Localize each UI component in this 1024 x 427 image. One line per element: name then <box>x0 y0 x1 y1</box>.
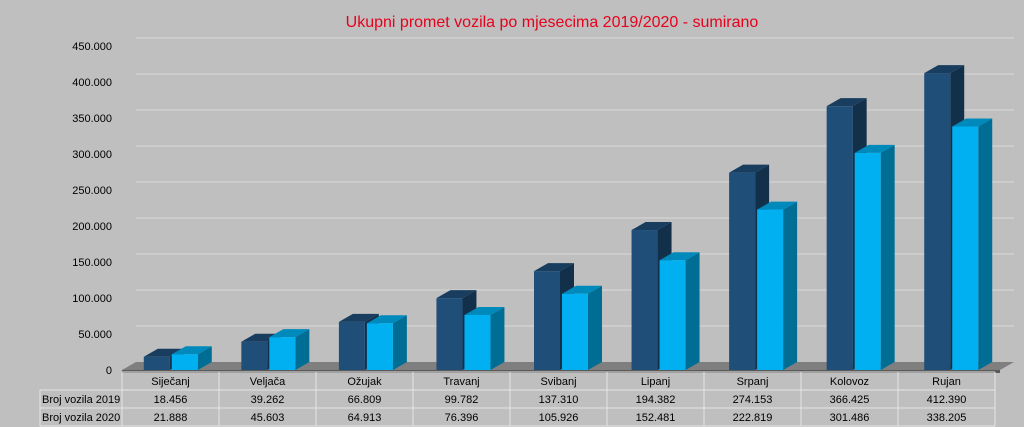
bar-top <box>241 333 282 342</box>
bar-top <box>534 263 574 272</box>
y-tick-label: 0 <box>106 365 112 377</box>
bar-top <box>366 315 407 324</box>
series-name: Broj vozila 2019 <box>42 394 120 406</box>
bar-top <box>854 144 895 153</box>
y-tick-label: 150.000 <box>72 257 112 269</box>
bar-2020 <box>366 315 407 370</box>
bar-top <box>631 222 672 231</box>
bar-top <box>924 65 965 74</box>
bar-2020 <box>854 144 895 370</box>
chart-title: Ukupni promet vozila po mjesecima 2019/2… <box>346 14 759 31</box>
bar-2020 <box>562 285 602 370</box>
data-label: 366.425 <box>830 394 870 406</box>
data-label: 338.205 <box>927 412 967 424</box>
bar-front <box>854 152 881 370</box>
bar-top <box>464 306 505 315</box>
data-label: 21.888 <box>154 412 188 424</box>
bar-front <box>366 323 393 370</box>
category-label: Lipanj <box>641 376 670 388</box>
data-label: 39.262 <box>251 394 285 406</box>
bar-side <box>685 252 700 370</box>
series-name: Broj vozila 2020 <box>42 412 120 424</box>
bar-2020 <box>952 118 993 370</box>
bars <box>143 65 993 371</box>
gridlines <box>136 37 1014 327</box>
bar-front <box>269 337 296 370</box>
y-tick-label: 50.000 <box>78 329 112 341</box>
category-label: Ožujak <box>347 376 382 388</box>
category-label: Rujan <box>932 376 961 388</box>
bar-top <box>757 201 798 210</box>
data-label: 222.819 <box>733 412 773 424</box>
y-tick-label: 450.000 <box>72 41 112 53</box>
bar-side <box>392 315 407 370</box>
bar-top <box>338 313 379 322</box>
data-label: 137.310 <box>539 394 579 406</box>
data-label: 301.486 <box>830 412 870 424</box>
y-axis: 0 50.000 100.000 150.000 200.000 250.000 300.0… <box>72 41 112 377</box>
bar-2020 <box>757 201 798 370</box>
y-tick-label: 400.000 <box>72 77 112 89</box>
bar-front <box>338 321 365 370</box>
bar-2020 <box>269 329 310 370</box>
data-label: 76.396 <box>445 412 479 424</box>
bar-front <box>464 314 491 370</box>
category-label: Veljača <box>250 376 286 388</box>
data-label: 66.809 <box>348 394 382 406</box>
bar-front <box>562 293 588 370</box>
bar-side <box>978 118 993 370</box>
bar-front <box>659 260 686 370</box>
data-label: 105.926 <box>539 412 579 424</box>
data-label: 274.153 <box>733 394 773 406</box>
bar-front <box>241 341 268 370</box>
bar-front <box>924 73 951 371</box>
bar-front <box>436 298 463 370</box>
bar-front <box>757 209 784 370</box>
bar-side <box>197 346 212 370</box>
category-label: Travanj <box>443 376 479 388</box>
bar-top <box>729 164 770 173</box>
bar-front <box>631 230 658 370</box>
bar-2020 <box>659 252 700 370</box>
bar-side <box>783 201 798 370</box>
data-label: 45.603 <box>251 412 285 424</box>
bar-side <box>880 144 895 370</box>
bar-top <box>269 329 310 338</box>
data-label: 64.913 <box>348 412 382 424</box>
bar-front <box>534 271 560 370</box>
bar-side <box>588 285 602 370</box>
bar-top <box>171 346 212 355</box>
data-label: 18.456 <box>154 394 188 406</box>
bar-front <box>143 356 170 370</box>
bar-front <box>826 106 853 370</box>
y-tick-label: 350.000 <box>72 113 112 125</box>
bar-top <box>659 252 700 261</box>
data-table: Siječanj Veljača Ožujak Travanj Svibanj Lipan… <box>39 371 996 427</box>
bar-top <box>562 285 602 294</box>
bar-2020 <box>464 306 505 370</box>
bar-top <box>826 98 867 107</box>
y-tick-label: 100.000 <box>72 293 112 305</box>
data-label: 412.390 <box>927 394 967 406</box>
bar-2020 <box>171 346 212 370</box>
bar-top <box>436 290 477 299</box>
category-label: Kolovoz <box>830 376 869 388</box>
bar-side <box>490 306 505 370</box>
bar-side <box>295 329 310 370</box>
bar-top <box>952 118 993 127</box>
category-label: Svibanj <box>540 376 576 388</box>
data-label: 99.782 <box>445 394 479 406</box>
y-tick-label: 300.000 <box>72 149 112 161</box>
y-tick-label: 200.000 <box>72 221 112 233</box>
data-label: 194.382 <box>636 394 676 406</box>
bar-front <box>952 126 979 370</box>
bar-front <box>171 354 198 370</box>
data-label: 152.481 <box>636 412 676 424</box>
bar-top <box>143 348 184 357</box>
category-label: Siječanj <box>151 376 190 388</box>
category-label: Srpanj <box>737 376 769 388</box>
y-tick-label: 250.000 <box>72 185 112 197</box>
bar-front <box>729 172 756 370</box>
